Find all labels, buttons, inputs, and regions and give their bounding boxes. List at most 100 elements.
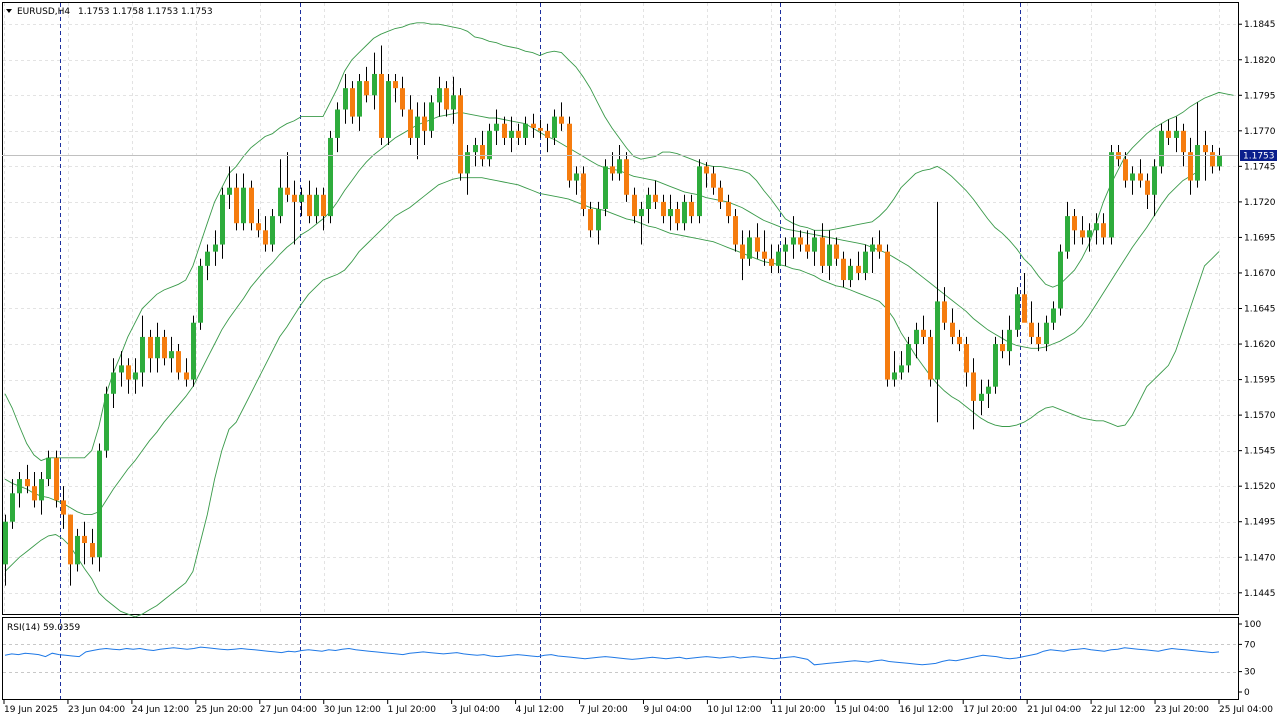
time-tick-label: 22 Jul 12:00 xyxy=(1091,705,1145,715)
candle xyxy=(314,187,319,224)
candle-bull-body xyxy=(191,322,196,380)
candle xyxy=(1094,213,1099,245)
candle xyxy=(328,130,333,224)
candle-bull-body xyxy=(473,145,478,153)
candle xyxy=(241,173,246,231)
candle xyxy=(1007,315,1012,366)
candle xyxy=(184,358,189,387)
candle-bull-body xyxy=(552,116,557,138)
candle xyxy=(285,152,290,202)
candle xyxy=(675,201,680,231)
candle-bull-body xyxy=(848,265,853,281)
candle xyxy=(372,52,377,110)
current-price-label: 1.1753 xyxy=(1243,152,1275,162)
time-tick-label: 4 Jul 12:00 xyxy=(516,705,565,715)
candle xyxy=(805,230,810,259)
candle-bull-body xyxy=(1152,166,1157,195)
candle xyxy=(661,194,666,224)
grid-lines xyxy=(3,3,1238,614)
candle-bear-body xyxy=(762,251,767,259)
candle xyxy=(350,81,355,124)
candle xyxy=(278,159,283,224)
candle-bear-body xyxy=(1145,180,1150,195)
candle xyxy=(1087,223,1092,252)
candle xyxy=(444,81,449,117)
candle-bear-body xyxy=(292,194,297,202)
candle xyxy=(791,216,796,259)
price-tick-label: 1.1645 xyxy=(1244,305,1276,315)
candle xyxy=(906,336,911,373)
candle xyxy=(299,187,304,217)
candle xyxy=(429,95,434,138)
candle xyxy=(169,336,174,373)
time-tick-label: 30 Jun 12:00 xyxy=(324,705,381,715)
candle xyxy=(82,521,87,565)
candle-bull-body xyxy=(863,251,868,273)
candle-bear-body xyxy=(54,457,59,501)
rsi-axis: 100 70 30 0 xyxy=(1238,620,1261,698)
candle-bear-body xyxy=(653,194,658,202)
candle xyxy=(379,45,384,146)
candle-bear-body xyxy=(350,88,355,117)
candle xyxy=(993,336,998,394)
candle-bull-body xyxy=(429,102,434,131)
candle-bear-body xyxy=(711,173,716,188)
candle-bull-body xyxy=(75,535,80,565)
candle xyxy=(234,173,239,231)
candle-bull-body xyxy=(697,166,702,217)
candle-bull-body xyxy=(314,194,319,217)
candle xyxy=(1217,147,1222,171)
candle xyxy=(104,386,109,458)
candle xyxy=(1181,123,1186,167)
candle-bear-body xyxy=(480,145,485,160)
candle-bull-body xyxy=(993,344,998,387)
candle-bear-body xyxy=(256,223,261,231)
candle xyxy=(747,230,752,266)
candle-bear-body xyxy=(1138,173,1143,181)
candle xyxy=(198,258,203,330)
candle xyxy=(1145,173,1150,209)
candle xyxy=(538,119,543,138)
candle-bear-body xyxy=(408,109,413,138)
candle xyxy=(545,123,550,153)
candle xyxy=(263,216,268,252)
candle xyxy=(126,358,131,394)
candle-bear-body xyxy=(538,127,543,131)
candle xyxy=(205,244,210,281)
candle xyxy=(711,166,716,195)
time-tick-label: 3 Jul 04:00 xyxy=(452,705,501,715)
triangle-down-icon[interactable] xyxy=(6,9,12,13)
candle-bull-body xyxy=(776,251,781,266)
candle-bull-body xyxy=(155,336,160,359)
candle xyxy=(509,116,514,153)
candle-bear-body xyxy=(689,201,694,217)
candle xyxy=(986,379,991,408)
candle-bull-body xyxy=(682,201,687,224)
candle xyxy=(689,194,694,224)
candle xyxy=(176,344,181,380)
candle xyxy=(1058,244,1063,316)
symbol-label[interactable]: EURUSD,H4 xyxy=(17,7,70,17)
candle xyxy=(46,450,51,487)
candle-bull-body xyxy=(791,237,796,245)
candle xyxy=(111,358,116,408)
time-tick-label: 21 Jul 04:00 xyxy=(1027,705,1081,715)
candle-bear-body xyxy=(675,209,680,224)
candle xyxy=(292,180,297,245)
candle-bear-body xyxy=(184,372,189,380)
candle-bull-body xyxy=(133,372,138,380)
candle-bear-body xyxy=(148,336,153,359)
candle-bear-body xyxy=(422,116,427,131)
candle-bear-body xyxy=(769,258,774,266)
candle xyxy=(928,329,933,387)
time-tick-label: 24 Jun 12:00 xyxy=(132,705,189,715)
candle-bull-body xyxy=(386,81,391,138)
candle-bear-body xyxy=(61,500,66,515)
candle xyxy=(1044,315,1049,352)
candle xyxy=(465,145,470,195)
candle-bull-body xyxy=(1094,223,1099,231)
candle xyxy=(769,244,774,273)
candle-bear-body xyxy=(82,535,87,544)
